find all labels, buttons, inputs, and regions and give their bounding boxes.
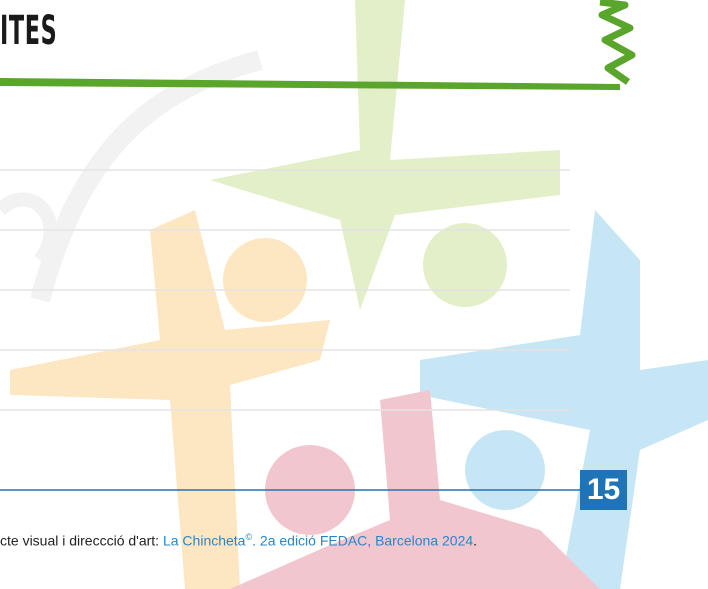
- credit: cte visual i direccció d'art:: [0, 533, 163, 549]
- period: .: [473, 533, 477, 549]
- edition: . 2a edició FEDAC, Barcelona 2024: [252, 533, 473, 549]
- footer: cte visual i direccció d'art: La Chinche…: [0, 532, 477, 549]
- heading: ITES: [0, 8, 57, 54]
- page-number: 15: [580, 470, 627, 510]
- studio-name: La Chincheta: [163, 533, 246, 549]
- page: {"header": {"title": "ITES"}, "page_numb…: [0, 0, 708, 589]
